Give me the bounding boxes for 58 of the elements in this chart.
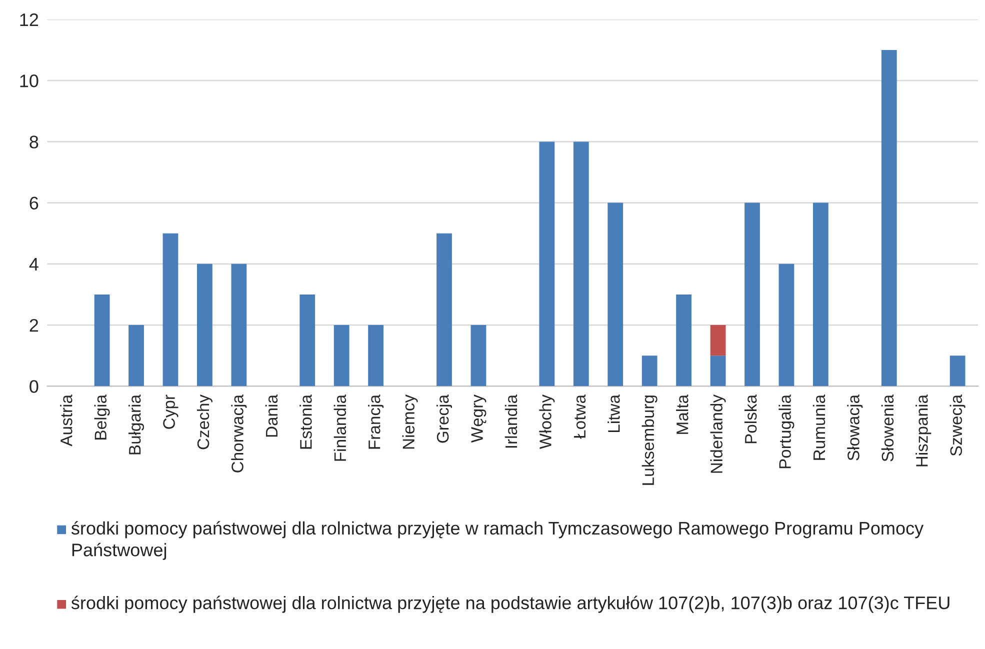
y-tick-label: 10 [20,74,38,88]
x-tick-label: Hiszpania [916,394,932,466]
bar [94,294,110,386]
y-tick-label: 12 [20,13,38,26]
x-tick-label: Włochy [539,394,555,450]
x-tick-label: Niemcy [402,394,418,449]
x-tick-label: Belgia [94,394,110,440]
y-tick-label: 0 [30,380,38,393]
bar [642,356,658,386]
bar [744,202,760,386]
x-tick-label: Niderlandy [710,394,726,473]
x-tick-label: Francja [368,394,384,449]
legend-label: środki pomocy państwowej dla rolnictwa przyjęte w ramach Tymczasowego Ramowego Programu Pomocy Państwowej [71,521,924,560]
bar [231,264,247,386]
bar [300,294,316,386]
y-tick-label: 2 [30,318,38,332]
legend-label: środki pomocy państwowej dla rolnictwa przyjęte na podstawie artykułów 107(2)b, 107(3)b oraz 107(3)c TFEU [71,596,950,613]
bar [812,202,828,386]
x-tick-label: Słowenia [881,394,894,462]
bar [334,325,350,386]
bar [608,202,624,386]
bar [436,233,452,386]
x-tick-label: Łotwa [574,394,586,439]
bar [950,356,966,386]
bar [573,142,589,386]
x-tick-label: Polska [744,394,757,444]
x-tick-label: Słowacja [847,394,863,460]
bar [470,325,486,386]
x-tick-label: Austria [60,394,72,446]
x-tick-label: Finlandia [334,394,346,461]
x-tick-label: Rumunia [812,394,826,460]
x-tick-label: Cypr [163,394,178,429]
x-tick-label: Malta [676,394,688,434]
y-tick-label: 8 [30,136,38,148]
bar [881,50,897,386]
bar [128,325,144,386]
x-tick-label: Irlandia [504,394,518,448]
y-tick-label: 6 [30,196,38,210]
bar [710,325,726,356]
bar [710,356,726,386]
bar [676,294,692,386]
bar [162,233,178,386]
bar [778,264,794,386]
bar [368,325,384,386]
bar [539,142,555,386]
x-tick-label: Dania [265,394,278,437]
x-tick-label: Węgry [471,394,486,443]
x-tick-label: Szwecja [950,394,966,456]
x-tick-label: Luksemburg [642,396,658,485]
y-tick-label: 4 [29,258,38,270]
x-tick-label: Czechy [196,394,212,450]
x-tick-label: Estonia [300,394,312,449]
x-tick-label: Bułgaria [128,394,144,454]
x-tick-label: Chorwacja [231,394,247,472]
x-tick-label: Grecja [436,394,452,443]
x-tick-label: Litwa [608,394,620,432]
bar [197,264,212,386]
x-tick-label: Portugalia [778,394,794,468]
